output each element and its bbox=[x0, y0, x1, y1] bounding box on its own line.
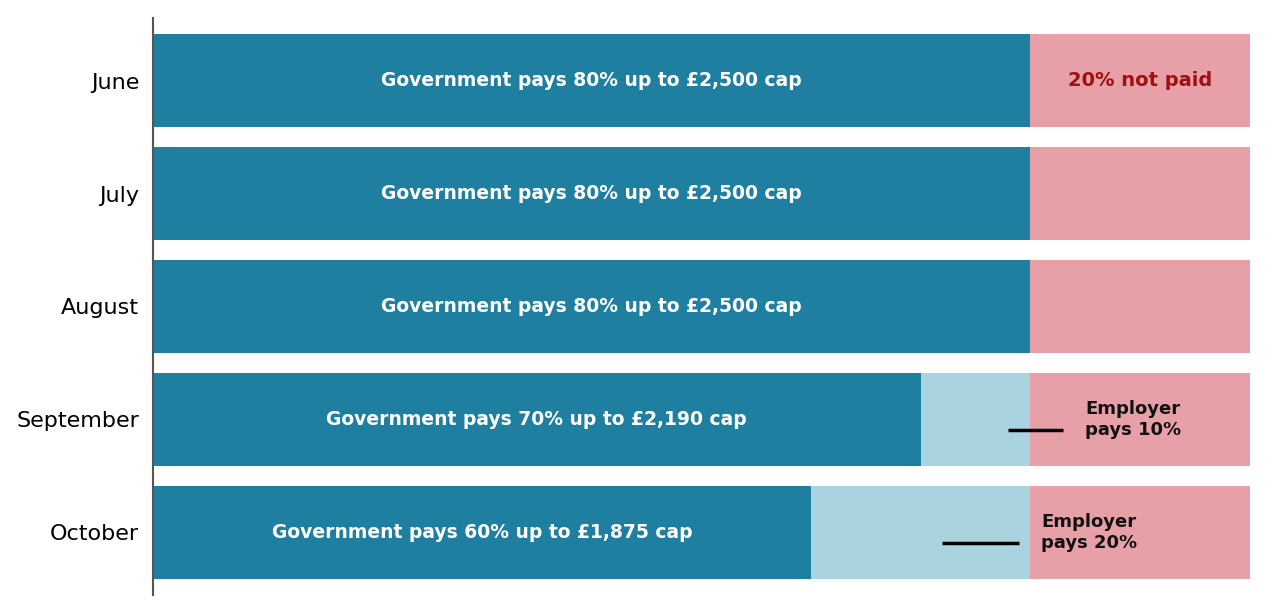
Bar bbox=[153, 373, 921, 466]
Text: Government pays 80% up to £2,500 cap: Government pays 80% up to £2,500 cap bbox=[381, 297, 802, 316]
Bar bbox=[1030, 147, 1250, 240]
Text: Government pays 80% up to £2,500 cap: Government pays 80% up to £2,500 cap bbox=[381, 71, 802, 90]
Text: Government pays 60% up to £1,875 cap: Government pays 60% up to £1,875 cap bbox=[272, 523, 692, 542]
Bar bbox=[153, 486, 811, 579]
Text: Employer
pays 20%: Employer pays 20% bbox=[1042, 513, 1137, 552]
Bar bbox=[921, 373, 1030, 466]
Bar bbox=[1030, 34, 1250, 127]
Bar bbox=[153, 260, 1030, 353]
Text: Employer
pays 10%: Employer pays 10% bbox=[1085, 400, 1181, 439]
Text: Government pays 80% up to £2,500 cap: Government pays 80% up to £2,500 cap bbox=[381, 184, 802, 203]
Bar bbox=[1030, 486, 1250, 579]
Bar bbox=[1030, 260, 1250, 353]
Bar bbox=[811, 486, 1030, 579]
Text: Government pays 70% up to £2,190 cap: Government pays 70% up to £2,190 cap bbox=[326, 410, 747, 429]
Bar bbox=[153, 147, 1030, 240]
Text: 20% not paid: 20% not paid bbox=[1067, 71, 1213, 90]
Bar bbox=[1030, 373, 1250, 466]
Bar bbox=[153, 34, 1030, 127]
